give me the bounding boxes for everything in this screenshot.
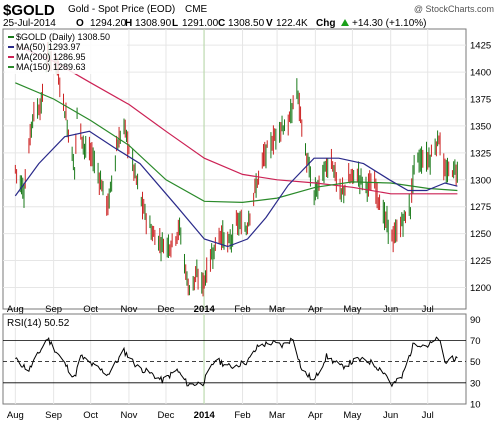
price-x-tick-label: May — [343, 304, 361, 315]
price-y-tick-label: 1200 — [470, 283, 491, 294]
quote-date: 25-Jul-2014 — [3, 18, 56, 29]
price-x-tick-label: Aug — [7, 304, 24, 315]
ma50-line — [14, 130, 458, 248]
rsi-x-tick-label: Sep — [45, 410, 62, 421]
price-x-axis: Aug Sep Oct Nov Dec 2014 Feb Mar Apr May Jun Jul — [7, 304, 434, 315]
rsi-line — [15, 336, 458, 388]
chart-description: Gold - Spot Price (EOD) — [68, 4, 175, 15]
quote-volume-label: V — [266, 18, 273, 29]
legend-box — [5, 31, 127, 74]
price-y-axis: 1200 1225 1250 1275 1300 1325 1350 1375 1400 1425 — [470, 41, 491, 294]
price-x-tick-label: Mar — [269, 304, 285, 315]
price-y-tick-label: 1300 — [470, 175, 491, 186]
rsi-y-axis: 10 30 50 70 90 — [470, 315, 481, 411]
chart-exchange: CME — [185, 4, 208, 15]
legend-entry: MA(150) 1289.63 — [16, 62, 86, 72]
quote-close-label: C — [218, 18, 225, 29]
rsi-y-tick-label: 50 — [470, 357, 481, 368]
quote-open: 1294.20 — [90, 18, 127, 29]
quote-close: 1308.50 — [228, 18, 265, 29]
price-x-tick-label: Jun — [383, 304, 398, 315]
legend-entry: $GOLD (Daily) 1308.50 — [16, 32, 110, 42]
rsi-y-tick-label: 30 — [470, 378, 481, 389]
legend-entry: MA(200) 1286.95 — [16, 52, 86, 62]
quote-high-label: H — [125, 18, 132, 29]
rsi-y-tick-label: 10 — [470, 400, 481, 411]
price-panel — [2, 28, 467, 310]
rsi-x-tick-label: Jul — [422, 410, 434, 421]
price-x-tick-label: Feb — [234, 304, 250, 315]
price-y-tick-label: 1350 — [470, 121, 491, 132]
rsi-x-tick-label: Mar — [269, 410, 285, 421]
rsi-reference-lines — [3, 340, 466, 384]
price-x-tick-label: Jul — [422, 304, 434, 315]
stockcharts-watermark: @ StockCharts.com — [414, 4, 494, 14]
price-x-tick-label: Apr — [308, 304, 323, 315]
rsi-y-tick-label: 90 — [470, 315, 481, 326]
quote-chg-label: Chg — [316, 18, 335, 29]
rsi-x-tick-label: Oct — [83, 410, 98, 421]
price-y-tick-label: 1375 — [470, 95, 491, 106]
rsi-x-tick-label: Nov — [120, 410, 137, 421]
rsi-x-tick-label: Jun — [383, 410, 398, 421]
quote-open-label: O — [76, 18, 84, 29]
ma150-line — [15, 82, 458, 204]
price-x-tick-label: Sep — [45, 304, 62, 315]
price-x-tick-label: 2014 — [194, 304, 216, 315]
rsi-x-tick-label: Dec — [158, 410, 175, 421]
quote-chg: +14.30 (+1.10%) — [352, 18, 427, 29]
rsi-x-tick-label: Aug — [7, 410, 24, 421]
quote-high: 1308.90 — [135, 18, 172, 29]
price-x-tick-label: Dec — [158, 304, 175, 315]
rsi-title-box — [5, 316, 79, 328]
ma200-line — [15, 44, 458, 195]
price-y-tick-label: 1275 — [470, 202, 491, 213]
quote-volume: 122.4K — [276, 18, 308, 29]
price-bars — [14, 41, 458, 297]
quote-low: 1291.00 — [182, 18, 219, 29]
rsi-y-tick-label: 70 — [470, 336, 481, 347]
price-x-tick-label: Oct — [83, 304, 98, 315]
rsi-title: RSI(14) 50.52 — [7, 318, 70, 329]
rsi-x-tick-label: 2014 — [194, 410, 216, 421]
price-y-tick-label: 1250 — [470, 229, 491, 240]
legend-entry: MA(50) 1293.97 — [16, 42, 81, 52]
rsi-vertical-gridlines — [14, 314, 429, 404]
rsi-x-axis: Aug Sep Oct Nov Dec 2014 Feb Mar Apr May Jun Jul — [7, 410, 434, 421]
price-x-tick-label: Nov — [120, 304, 137, 315]
price-y-tick-label: 1225 — [470, 256, 491, 267]
quote-low-label: L — [172, 18, 178, 29]
price-y-tick-label: 1425 — [470, 41, 491, 52]
chart-symbol: $GOLD — [3, 2, 55, 19]
up-triangle-icon — [341, 19, 349, 26]
rsi-x-tick-label: Apr — [308, 410, 323, 421]
price-y-tick-label: 1325 — [470, 148, 491, 159]
price-y-tick-label: 1400 — [470, 68, 491, 79]
rsi-x-tick-label: Feb — [234, 410, 250, 421]
rsi-x-tick-label: May — [343, 410, 361, 421]
